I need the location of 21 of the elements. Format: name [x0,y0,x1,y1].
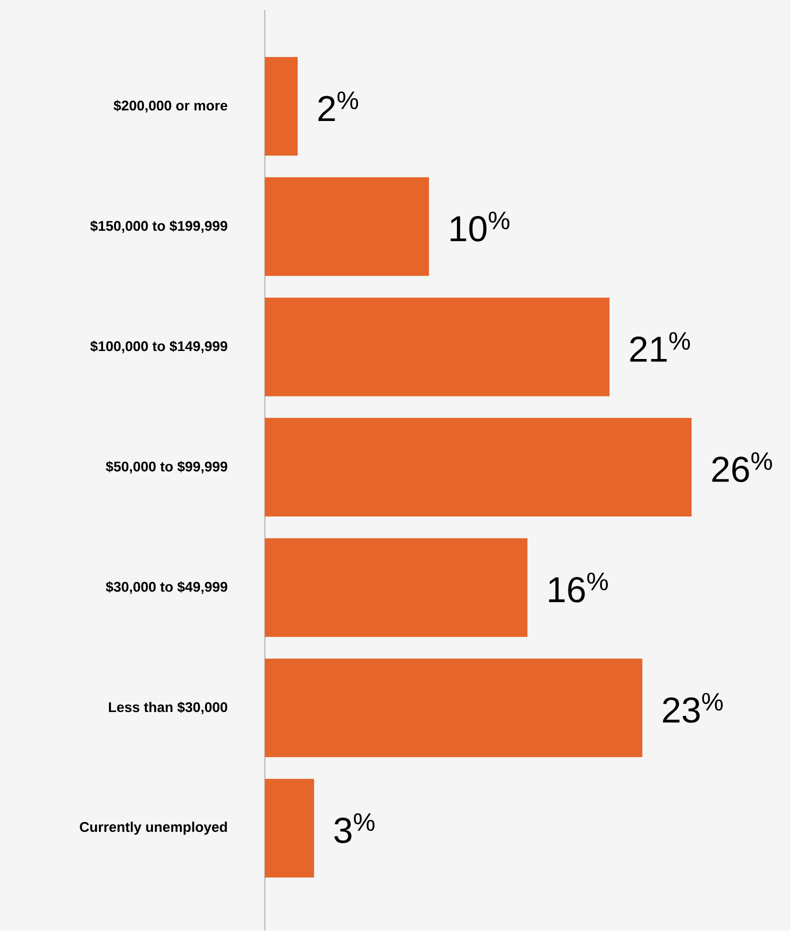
bar [265,418,692,517]
data-label: 3$^{%}$ [334,813,375,844]
data-label: 26$^{%}$ [712,452,772,482]
data-label: 21$^{%}$ [630,332,690,362]
y-tick-label: $150,000 to $199,999 [90,220,228,233]
y-tick-label: $50,000 to $99,999 [106,460,228,474]
y-tick-label: $100,000 to $149,999 [90,340,228,354]
y-tick-label: Currently unemployed [80,822,228,835]
data-label: 23$^{%}$ [663,692,723,723]
data-label: 2$^{%}$ [318,92,358,122]
bar [265,177,430,276]
bar [265,658,643,758]
data-label: 16$^{%}$ [549,572,608,602]
bar [265,778,314,878]
y-tick-label: Less than $30,000 [109,702,228,714]
y-tick-label: $30,000 to $49,999 [106,581,228,594]
bar [265,298,610,396]
y-tick-label: $200,000 or more [114,100,228,113]
bar [265,538,528,637]
bar [265,56,298,156]
data-label: 10$^{%}$ [450,212,510,242]
